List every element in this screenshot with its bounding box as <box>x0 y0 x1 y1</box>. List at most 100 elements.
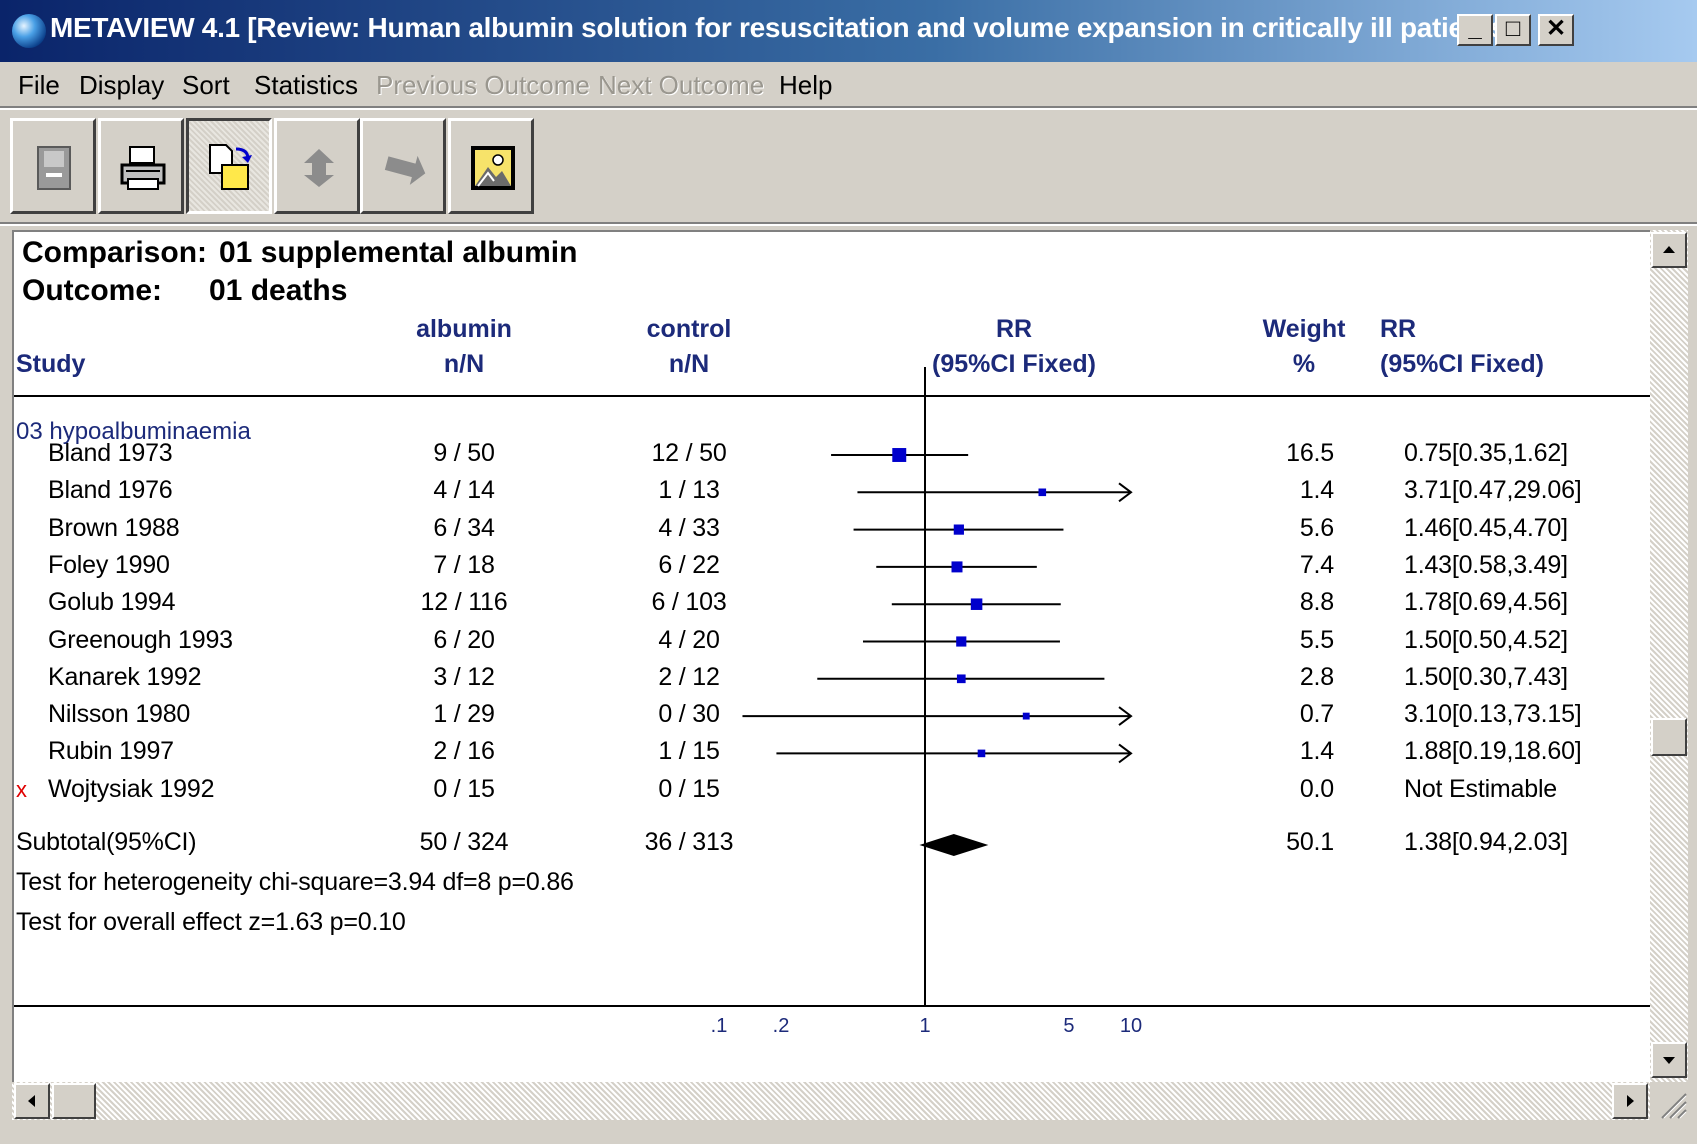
study-weight: 0.0 <box>1299 774 1334 803</box>
arrow-down-icon <box>1663 1057 1675 1064</box>
control-events: 1 / 15 <box>658 737 720 766</box>
group-label: 03 hypoalbuminaemia <box>16 418 251 445</box>
axis-tick-label: 1 <box>919 1015 930 1037</box>
save-icon <box>37 146 71 190</box>
control-events: 1 / 13 <box>658 476 720 505</box>
study-rr: 1.78[0.69,4.56] <box>1404 588 1568 617</box>
overall-effect-test: Test for overall effect z=1.63 p=0.10 <box>16 908 406 936</box>
horizontal-scrollbar[interactable] <box>12 1082 1650 1120</box>
menu-statistics[interactable]: Statistics <box>254 70 359 100</box>
resize-grip[interactable] <box>1652 1084 1688 1120</box>
control-events: 6 / 22 <box>658 550 720 579</box>
axis-tick-label: 5 <box>1063 1015 1074 1037</box>
menu-file[interactable]: File <box>18 70 60 100</box>
control-events: 4 / 33 <box>658 513 720 542</box>
arrow-left-icon <box>28 1095 35 1107</box>
outcome-label: Outcome: <box>22 274 163 307</box>
previous-outcome-icon <box>304 149 334 187</box>
header-albumin: albumin <box>416 315 512 343</box>
header-rr-ci: (95%CI Fixed) <box>1380 350 1544 378</box>
ci-arrow <box>1118 743 1133 764</box>
study-weight: 8.8 <box>1299 588 1334 617</box>
study-weight: 1.4 <box>1299 737 1334 766</box>
menu-bar: File Display Sort Statistics Previous Ou… <box>0 62 1697 106</box>
albumin-events: 3 / 12 <box>433 662 495 691</box>
arrow-up-icon <box>1663 246 1675 253</box>
next-outcome-button <box>360 118 446 214</box>
albumin-events: 9 / 50 <box>433 439 495 467</box>
horizontal-scroll-thumb[interactable] <box>52 1083 96 1119</box>
header-rr: RR <box>1380 315 1417 343</box>
study-rr: 1.88[0.19,18.60] <box>1404 737 1582 766</box>
window-frame-bottom <box>0 1122 1697 1144</box>
copy-button[interactable] <box>186 118 272 214</box>
study-name: Bland 1976 <box>48 476 173 505</box>
study-rr: 1.46[0.45,4.70] <box>1404 513 1568 542</box>
heterogeneity-test: Test for heterogeneity chi-square=3.94 d… <box>16 868 574 896</box>
control-events: 6 / 103 <box>651 588 727 617</box>
study-name: Rubin 1997 <box>48 737 174 766</box>
study-weight: 0.7 <box>1299 700 1334 729</box>
minimize-button[interactable]: _ <box>1457 14 1493 46</box>
study-rr: 3.10[0.13,73.15] <box>1404 700 1582 729</box>
header-control-nn: n/N <box>668 350 710 378</box>
subtotal-weight: 50.1 <box>1286 828 1334 856</box>
albumin-events: 6 / 20 <box>433 625 495 654</box>
comparison-value: 01 supplemental albumin <box>219 236 578 269</box>
study-point <box>956 636 967 647</box>
previous-outcome-button <box>274 118 360 214</box>
copy-icon <box>209 144 252 190</box>
study-weight: 7.4 <box>1299 550 1334 579</box>
albumin-events: 2 / 16 <box>433 737 495 766</box>
study-point <box>1038 488 1047 497</box>
study-weight: 16.5 <box>1286 439 1334 467</box>
picture-button[interactable] <box>448 118 534 214</box>
vertical-scroll-thumb[interactable] <box>1651 718 1687 756</box>
control-events: 0 / 30 <box>658 700 720 729</box>
axis-tick-label: .1 <box>711 1015 728 1037</box>
maximize-button[interactable]: □ <box>1495 14 1531 46</box>
scroll-down-button[interactable] <box>1651 1042 1687 1078</box>
subtotal-control: 36 / 313 <box>644 828 734 856</box>
vertical-scrollbar[interactable] <box>1650 230 1688 1082</box>
footer-rule <box>14 1005 1650 1007</box>
scroll-up-button[interactable] <box>1651 232 1687 268</box>
menu-separator <box>0 106 1697 110</box>
axis-tick-label: 10 <box>1120 1015 1142 1037</box>
study-rr: 1.50[0.50,4.52] <box>1404 625 1568 654</box>
outcome-value: 01 deaths <box>209 274 348 307</box>
header-study: Study <box>16 350 86 378</box>
save-button[interactable] <box>10 118 96 214</box>
print-button[interactable] <box>98 118 184 214</box>
picture-icon <box>471 146 515 190</box>
study-weight: 5.5 <box>1299 625 1334 654</box>
menu-next-outcome: Next Outcome <box>598 70 765 100</box>
resize-grip-icon <box>1661 1093 1687 1119</box>
menu-help[interactable]: Help <box>779 70 833 100</box>
study-name: Greenough 1993 <box>48 625 233 654</box>
control-events: 4 / 20 <box>658 625 720 654</box>
study-point <box>977 749 986 758</box>
albumin-events: 0 / 15 <box>433 774 495 803</box>
albumin-events: 6 / 34 <box>433 513 495 542</box>
header-weight-pct: % <box>1292 350 1316 378</box>
study-name: Golub 1994 <box>48 588 176 617</box>
study-name: Foley 1990 <box>48 550 170 579</box>
forest-plot: .1 .2 1 5 10 <box>711 367 1142 1037</box>
albumin-events: 4 / 14 <box>433 476 495 505</box>
close-button[interactable]: ✕ <box>1538 14 1574 46</box>
menu-sort[interactable]: Sort <box>182 70 230 100</box>
study-weight: 5.6 <box>1299 513 1334 542</box>
albumin-events: 7 / 18 <box>433 550 495 579</box>
control-events: 12 / 50 <box>651 439 727 467</box>
study-rr: 1.43[0.58,3.49] <box>1404 550 1568 579</box>
excluded-marker: x <box>16 776 27 802</box>
study-point <box>1022 712 1030 720</box>
menu-display[interactable]: Display <box>79 70 165 100</box>
scroll-left-button[interactable] <box>14 1083 50 1119</box>
control-events: 0 / 15 <box>658 774 720 803</box>
app-globe-icon <box>12 14 46 48</box>
study-weight: 2.8 <box>1299 662 1334 691</box>
scroll-right-button[interactable] <box>1612 1083 1648 1119</box>
study-name: Nilsson 1980 <box>48 700 191 729</box>
